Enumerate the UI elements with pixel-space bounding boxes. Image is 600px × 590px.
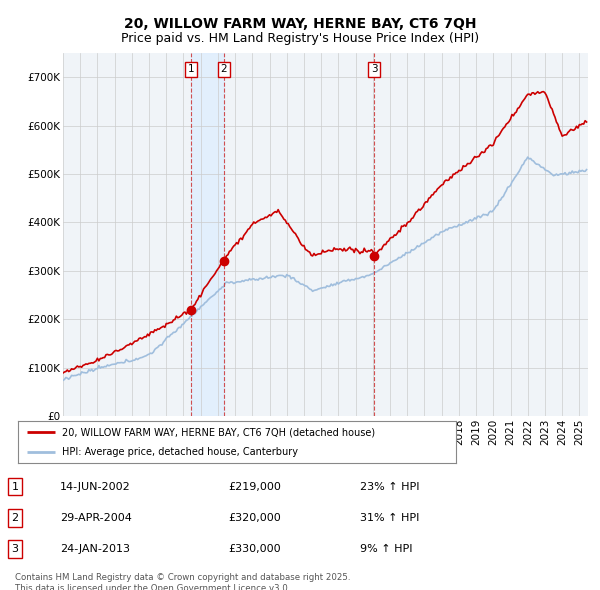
Text: 2: 2 [11, 513, 19, 523]
Text: 20, WILLOW FARM WAY, HERNE BAY, CT6 7QH: 20, WILLOW FARM WAY, HERNE BAY, CT6 7QH [124, 17, 476, 31]
Text: 23% ↑ HPI: 23% ↑ HPI [360, 481, 419, 491]
Text: 24-JAN-2013: 24-JAN-2013 [60, 544, 130, 554]
Text: 14-JUN-2002: 14-JUN-2002 [60, 481, 131, 491]
Text: Contains HM Land Registry data © Crown copyright and database right 2025.
This d: Contains HM Land Registry data © Crown c… [15, 573, 350, 590]
Text: HPI: Average price, detached house, Canterbury: HPI: Average price, detached house, Cant… [62, 447, 298, 457]
Text: 3: 3 [371, 64, 377, 74]
Text: 29-APR-2004: 29-APR-2004 [60, 513, 132, 523]
Text: 9% ↑ HPI: 9% ↑ HPI [360, 544, 413, 554]
Text: 1: 1 [188, 64, 194, 74]
Text: £219,000: £219,000 [228, 481, 281, 491]
Bar [191, 53, 224, 416]
Text: 3: 3 [11, 544, 19, 554]
Text: 31% ↑ HPI: 31% ↑ HPI [360, 513, 419, 523]
Text: 20, WILLOW FARM WAY, HERNE BAY, CT6 7QH (detached house): 20, WILLOW FARM WAY, HERNE BAY, CT6 7QH … [62, 427, 375, 437]
Text: 2: 2 [220, 64, 227, 74]
Text: £330,000: £330,000 [228, 544, 281, 554]
Text: £320,000: £320,000 [228, 513, 281, 523]
Text: 1: 1 [11, 481, 19, 491]
Text: Price paid vs. HM Land Registry's House Price Index (HPI): Price paid vs. HM Land Registry's House … [121, 32, 479, 45]
